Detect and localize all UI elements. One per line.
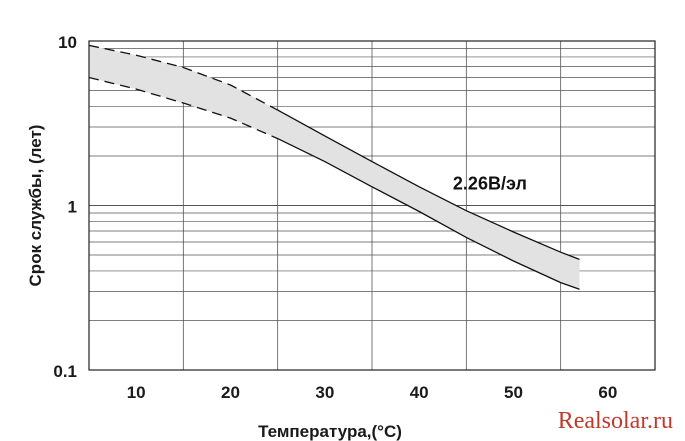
y-tick-label: 10 (58, 33, 77, 52)
x-tick-label: 50 (504, 383, 523, 402)
plot-frame (88, 40, 656, 371)
annotations: 2.26В/эл (453, 174, 527, 194)
x-tick-labels: 10 20 30 40 50 60 (127, 383, 618, 402)
watermark: Realsolar.ru (557, 408, 673, 434)
y-axis-title: Срок службы, (лет) (26, 125, 45, 287)
service-life-band (89, 45, 580, 290)
x-axis-title: Температура,(°C) (258, 422, 402, 441)
x-tick-label: 10 (127, 383, 146, 402)
x-tick-label: 20 (221, 383, 240, 402)
y-tick-labels: 0.1 1 10 (53, 33, 77, 381)
lower-bound-line (88, 76, 580, 290)
y-tick-label: 0.1 (53, 362, 77, 381)
x-tick-label: 40 (410, 383, 429, 402)
x-tick-label: 60 (598, 383, 617, 402)
y-tick-label: 1 (68, 198, 77, 217)
annotation-label: 2.26В/эл (453, 174, 527, 194)
grid-lines (89, 40, 655, 371)
upper-bound-line (88, 44, 580, 261)
x-tick-label: 30 (315, 383, 334, 402)
